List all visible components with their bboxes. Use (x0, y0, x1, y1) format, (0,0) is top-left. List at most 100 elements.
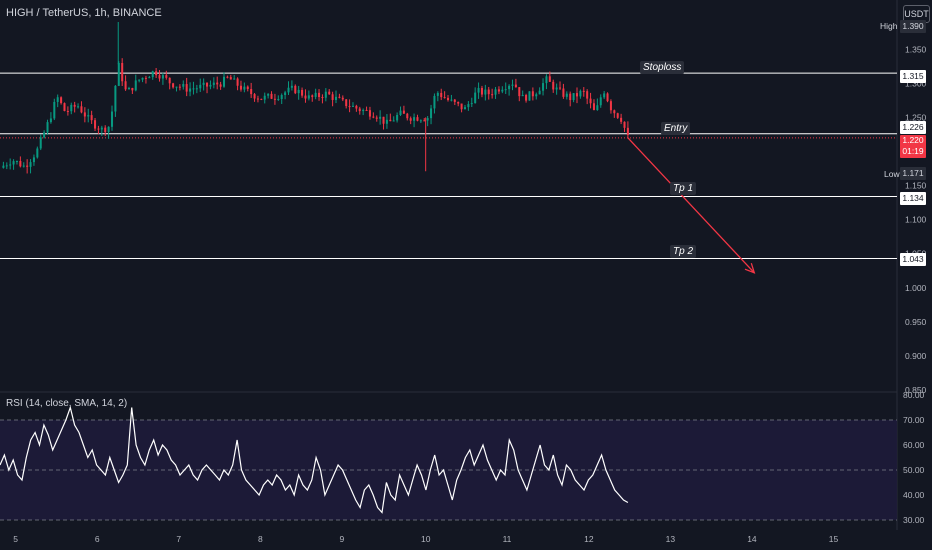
bar-countdown: 01:19 (902, 146, 924, 156)
candle-body (362, 109, 365, 112)
candle-body (206, 82, 209, 87)
rsi-tick-label: 50.00 (903, 465, 925, 475)
low-label: Low (884, 169, 900, 179)
candle-body (620, 117, 623, 122)
time-tick-label: 7 (176, 534, 181, 544)
candle-body (314, 92, 317, 97)
low-value: 1.171 (900, 167, 926, 180)
candle-body (402, 110, 405, 114)
time-tick-label: 14 (747, 534, 757, 544)
candle-body (256, 98, 259, 100)
candle-body (494, 89, 497, 95)
candle-body (430, 108, 433, 119)
candle-body (134, 80, 137, 91)
candle-body (239, 85, 242, 90)
price-tick-label: 1.250 (905, 112, 927, 122)
projection-arrow-head[interactable] (744, 263, 756, 274)
candle-body (77, 106, 80, 108)
entry-note[interactable]: Entry (661, 122, 691, 135)
stoploss-note[interactable]: Stoploss (640, 61, 685, 74)
candle-body (60, 97, 63, 104)
candle-body (70, 104, 73, 112)
candle-body (538, 90, 541, 95)
candle-body (290, 85, 293, 88)
candle-body (504, 89, 507, 91)
candle-body (182, 84, 185, 87)
candle-body (2, 165, 5, 168)
candle-body (596, 105, 599, 111)
candle-body (195, 88, 198, 90)
candle-body (334, 96, 338, 100)
candle-body (189, 88, 192, 92)
candle-body (609, 101, 612, 111)
candle-body (294, 85, 297, 94)
projection-arrow-line[interactable] (627, 137, 755, 274)
candle-body (114, 85, 117, 112)
candle-body (572, 93, 575, 101)
rsi-line (0, 405, 629, 514)
price-tick-label: 0.850 (905, 385, 927, 395)
candle-body (548, 76, 551, 82)
candle-body (307, 95, 310, 99)
candle-body (107, 126, 110, 133)
candle-body (141, 77, 144, 80)
candle-body (328, 91, 331, 95)
candle-body (528, 91, 531, 101)
tp1-price-tag: 1.134 (900, 192, 926, 205)
candle-body (351, 105, 354, 107)
candle-body (474, 92, 477, 104)
candle-body (535, 94, 538, 97)
candle-body (575, 93, 579, 97)
tp2-note[interactable]: Tp 2 (670, 245, 697, 258)
candle-body (419, 120, 422, 122)
candle-body (15, 161, 18, 163)
candle-body (104, 127, 107, 133)
candle-body (368, 110, 371, 117)
candle-body (440, 92, 443, 98)
candle-body (263, 95, 266, 100)
candle-body (209, 84, 212, 87)
stoploss-price-tag: 1.315 (900, 70, 926, 83)
candle-body (5, 165, 8, 167)
candle-body (426, 118, 429, 121)
candle-body (253, 94, 256, 99)
candle-body (589, 98, 592, 104)
current-price-tag: 1.220 01:19 (900, 135, 926, 158)
price-tick-label: 0.900 (905, 351, 927, 361)
candle-body (124, 81, 127, 90)
rsi-title: RSI (14, close, SMA, 14, 2) (6, 398, 128, 409)
candle-body (87, 115, 90, 117)
candle-body (545, 76, 548, 84)
candle-body (32, 157, 35, 163)
candle-body (579, 90, 582, 97)
candle-body (73, 104, 76, 107)
candle-body (338, 96, 341, 98)
high-label: High (880, 21, 898, 31)
candle-body (277, 99, 280, 101)
candle-body (172, 83, 175, 88)
high-value: 1.390 (900, 20, 926, 33)
candle-body (446, 97, 450, 101)
candle-body (280, 95, 283, 100)
candle-body (148, 77, 151, 79)
candle-body (392, 120, 395, 122)
candle-body (250, 89, 253, 95)
candle-body (518, 87, 521, 97)
candle-body (26, 165, 29, 167)
chart-title: HIGH / TetherUS, 1h, BINANCE (6, 7, 162, 19)
candle-body (613, 110, 616, 114)
candle-body (453, 99, 456, 102)
rsi-tick-label: 60.00 (903, 440, 925, 450)
candle-body (222, 76, 226, 87)
candle-body (399, 110, 402, 115)
candle-body (297, 89, 300, 94)
candle-body (287, 87, 290, 93)
price-tick-label: 1.150 (905, 181, 927, 191)
candle-body (56, 97, 59, 102)
tp1-note[interactable]: Tp 1 (670, 182, 697, 195)
candle-body (379, 116, 382, 119)
candle-body (559, 87, 562, 89)
candle-body (450, 99, 453, 101)
candle-body (552, 81, 555, 90)
